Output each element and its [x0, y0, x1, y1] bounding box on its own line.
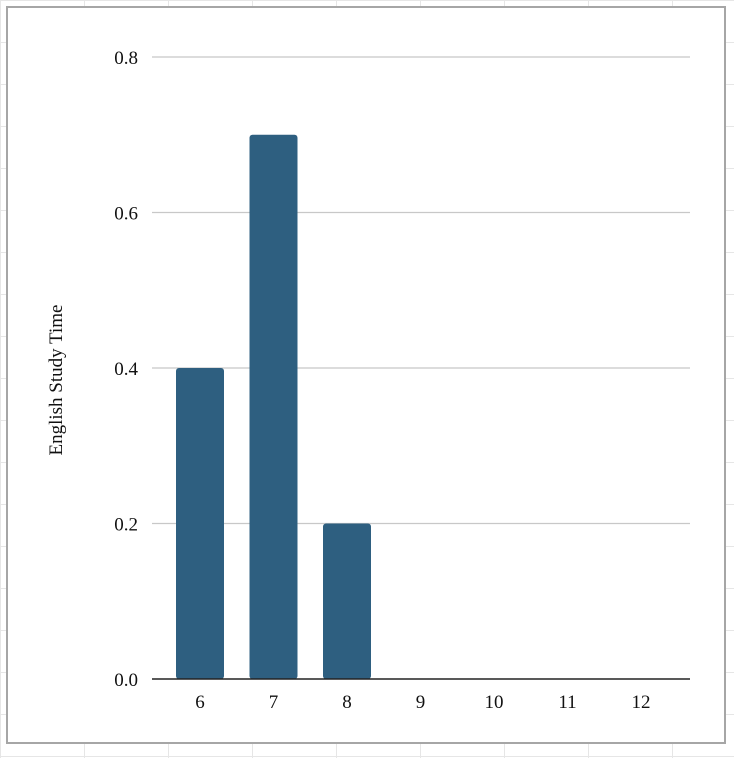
x-tick-label: 10	[485, 692, 504, 713]
y-tick-label: 0.2	[114, 515, 138, 536]
bar-8	[323, 523, 371, 679]
y-tick-label: 0.0	[114, 670, 138, 691]
x-tick-label: 12	[632, 692, 651, 713]
x-tick-label: 6	[195, 692, 205, 713]
tick-labels: 0.0 0.2 0.4 0.6 0.8 6 7 8 9 10 11 12	[114, 48, 650, 713]
y-tick-label: 0.6	[114, 204, 138, 225]
gridlines	[152, 56, 690, 525]
bar-6	[176, 368, 224, 679]
bar-7	[249, 134, 298, 679]
x-tick-label: 7	[269, 692, 279, 713]
y-axis-title: English Study Time	[46, 305, 67, 456]
x-tick-label: 9	[416, 692, 426, 713]
bars	[176, 134, 371, 679]
x-tick-label: 11	[558, 692, 576, 713]
y-tick-label: 0.8	[114, 48, 138, 69]
y-tick-label: 0.4	[114, 359, 138, 380]
x-tick-label: 8	[342, 692, 352, 713]
